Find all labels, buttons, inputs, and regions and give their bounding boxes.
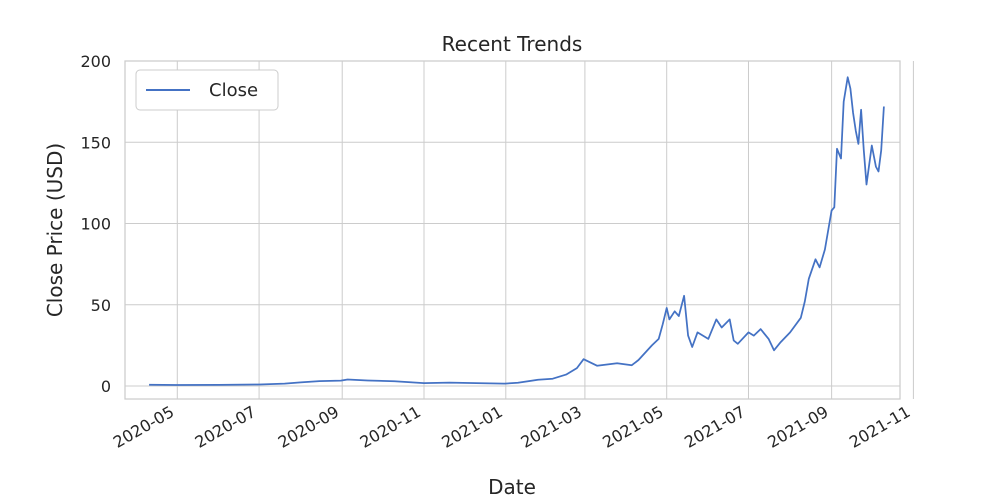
grid: [125, 60, 914, 399]
x-tick-label: 2021-03: [518, 402, 585, 452]
y-axis-label: Close Price (USD): [43, 143, 67, 317]
y-tick-label: 0: [101, 377, 111, 396]
y-tick-label: 150: [80, 133, 111, 152]
series-line-close: [149, 76, 885, 386]
y-tick-label: 100: [80, 215, 111, 234]
x-tick-label: 2021-05: [599, 402, 666, 452]
y-tick-label: 50: [91, 296, 111, 315]
x-axis-label: Date: [488, 475, 536, 499]
legend-label-close: Close: [209, 80, 258, 101]
x-tick-label: 2021-01: [438, 402, 505, 452]
legend-box: [135, 69, 279, 111]
y-axis-ticks: 0 50 100 150 200: [80, 52, 111, 396]
x-tick-label: 2021-07: [681, 402, 748, 452]
legend: Close: [135, 69, 279, 111]
plot-frame: [124, 60, 901, 400]
x-tick-label: 2020-09: [275, 402, 342, 452]
x-tick-label: 2021-09: [764, 402, 831, 452]
x-tick-label: 2021-11: [846, 402, 913, 452]
x-axis-ticks: 2020-05 2020-07 2020-09 2020-11 2021-01 2021-…: [110, 402, 914, 452]
chart-title: Recent Trends: [442, 32, 583, 56]
x-tick-label: 2020-05: [110, 402, 177, 452]
x-tick-label: 2020-07: [192, 402, 259, 452]
series-layer: [149, 76, 885, 386]
x-tick-label: 2020-11: [357, 402, 424, 452]
y-tick-label: 200: [80, 52, 111, 71]
